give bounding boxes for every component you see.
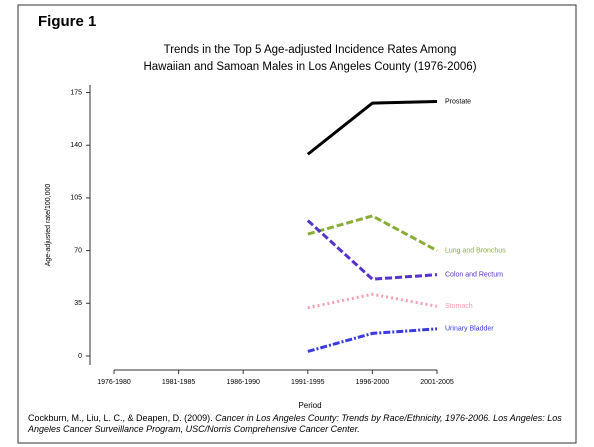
series-label: Urinary Bladder <box>445 326 494 333</box>
source-caption: Cockburn, M., Liu, L. C., & Deapen, D. (… <box>28 413 568 435</box>
y-tick-label: 140 <box>70 142 82 149</box>
series-line <box>307 327 438 353</box>
chart-subtitle: Hawaiian and Samoan Males in Los Angeles… <box>143 61 476 73</box>
frame <box>17 4 577 444</box>
series-line <box>306 219 438 281</box>
series-label: Prostate <box>445 98 471 105</box>
source-title: Cancer in Los Angeles County: Trends by … <box>28 413 562 434</box>
x-tick-label: 1991-1995 <box>291 379 325 386</box>
series-line <box>307 292 438 310</box>
x-tick-label: 2001-2005 <box>420 379 454 386</box>
x-tick-label: 1976-1980 <box>97 379 131 386</box>
figure-label: Figure 1 <box>38 13 96 30</box>
source-authors: Cockburn, M., Liu, L. C., & Deapen, D. (… <box>28 413 216 423</box>
y-tick-label: 175 <box>70 89 82 96</box>
x-tick-label: 1996-2000 <box>356 379 390 386</box>
y-tick-label: 0 <box>78 353 82 360</box>
series-label: Lung and Bronchus <box>445 247 506 254</box>
series-line <box>307 214 438 252</box>
y-tick-label: 70 <box>74 247 82 254</box>
series-line <box>306 100 438 156</box>
series-label: Stomach <box>445 303 473 310</box>
chart-title: Trends in the Top 5 Age-adjusted Inciden… <box>164 44 457 56</box>
x-tick-label: 1981-1985 <box>162 379 196 386</box>
y-tick-label: 35 <box>74 300 82 307</box>
series-label: Colon and Rectum <box>445 272 503 279</box>
y-tick-label: 105 <box>70 195 82 202</box>
y-axis-label: Age-adjusted rate/100,000 <box>45 184 52 267</box>
x-tick-label: 1986-1990 <box>226 379 260 386</box>
x-axis-label: Period <box>298 401 321 410</box>
